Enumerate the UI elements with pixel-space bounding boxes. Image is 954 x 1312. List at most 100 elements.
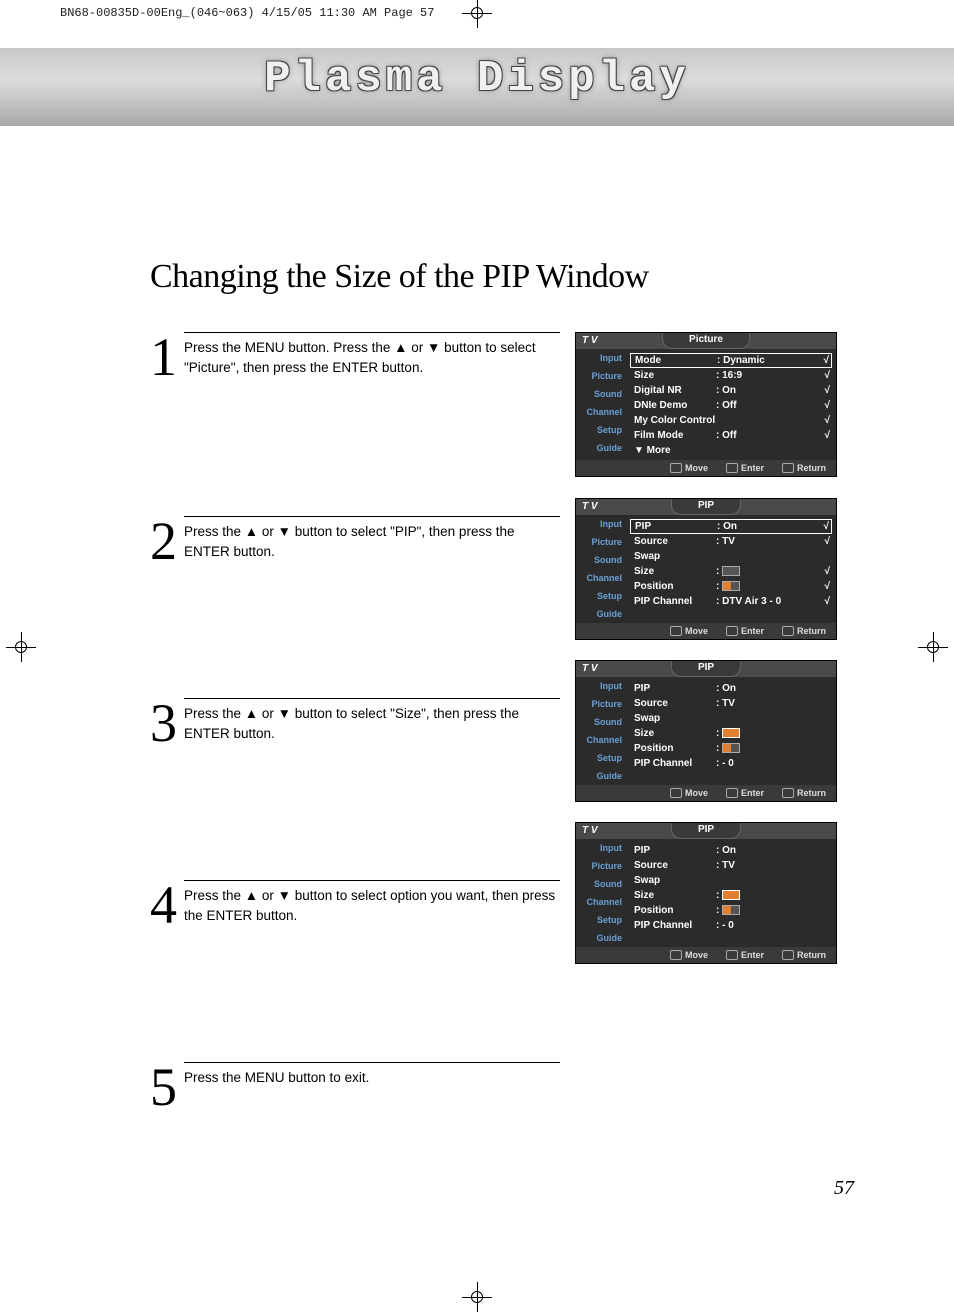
step-text: Press the ▲ or ▼ button to select "PIP",… bbox=[184, 516, 556, 561]
osd-side-item: Input bbox=[576, 515, 626, 533]
osd-row: PIP Channel : - 0 bbox=[630, 756, 832, 771]
page-number: 57 bbox=[834, 1177, 854, 1200]
chevron-right-icon: √ bbox=[820, 400, 832, 411]
osd-footer-move: Move bbox=[670, 626, 708, 637]
osd-row-key: PIP Channel bbox=[630, 758, 716, 769]
osd-row: Position : bbox=[630, 903, 832, 918]
registration-mark-icon bbox=[462, 1282, 492, 1312]
osd-side-item: Picture bbox=[576, 533, 626, 551]
osd-row-key: Source bbox=[630, 536, 716, 547]
osd-side-item: Channel bbox=[576, 893, 626, 911]
osd-row: Size : √ bbox=[630, 564, 832, 579]
osd-row-key: Size bbox=[630, 370, 716, 381]
osd-side-menu: InputPictureSoundChannelSetupGuide bbox=[576, 515, 626, 623]
osd-title-pill: Picture bbox=[662, 333, 750, 349]
osd-row: Digital NR : On √ bbox=[630, 383, 832, 398]
step-text: Press the MENU button to exit. bbox=[184, 1062, 556, 1088]
osd-row-value: : Off bbox=[716, 430, 820, 441]
osd-side-item: Guide bbox=[576, 439, 626, 457]
osd-footer-return: Return bbox=[782, 950, 826, 961]
osd-top-bar: T V PIP bbox=[576, 823, 836, 839]
osd-title-pill: PIP bbox=[671, 661, 741, 677]
pip-size-icon bbox=[722, 890, 740, 900]
osd-row-key: Digital NR bbox=[630, 385, 716, 396]
osd-row-key: Size bbox=[630, 890, 716, 901]
osd-row-value: : bbox=[716, 890, 820, 901]
osd-row: Size : bbox=[630, 888, 832, 903]
osd-side-item: Input bbox=[576, 839, 626, 857]
osd-row-value: : Off bbox=[716, 400, 820, 411]
step-rule bbox=[184, 698, 560, 699]
osd-tv-label: T V bbox=[582, 335, 598, 346]
osd-footer: Move Enter Return bbox=[576, 785, 836, 801]
chevron-right-icon: √ bbox=[820, 566, 832, 577]
osd-footer-move: Move bbox=[670, 463, 708, 474]
osd-row-value: : bbox=[716, 728, 820, 739]
proof-line: BN68-00835D-00Eng_(046~063) 4/15/05 11:3… bbox=[60, 6, 434, 20]
chevron-right-icon: √ bbox=[820, 385, 832, 396]
step-number: 2 bbox=[150, 514, 184, 568]
osd-footer-move: Move bbox=[670, 950, 708, 961]
osd-row-key: PIP bbox=[631, 521, 717, 532]
osd-row-value: : bbox=[716, 566, 820, 577]
osd-row-key: Size bbox=[630, 566, 716, 577]
osd-row-key: PIP bbox=[630, 845, 716, 856]
osd-row: Source : TV bbox=[630, 858, 832, 873]
osd-footer-move: Move bbox=[670, 788, 708, 799]
osd-side-item: Channel bbox=[576, 731, 626, 749]
pip-size-icon bbox=[722, 566, 740, 576]
osd-row-key: Swap bbox=[630, 551, 716, 562]
osd-main: PIP : On Source : TV Swap Size : Positio… bbox=[626, 677, 836, 785]
osd-body: InputPictureSoundChannelSetupGuide PIP :… bbox=[576, 677, 836, 785]
page-title: Changing the Size of the PIP Window bbox=[150, 258, 649, 296]
pip-position-icon bbox=[722, 581, 740, 591]
osd-panel: T V Picture InputPictureSoundChannelSetu… bbox=[575, 332, 837, 477]
osd-row-value: : Dynamic bbox=[717, 355, 819, 366]
osd-body: InputPictureSoundChannelSetupGuide PIP :… bbox=[576, 839, 836, 947]
osd-row-value: : TV bbox=[716, 536, 820, 547]
osd-row-key: DNIe Demo bbox=[630, 400, 716, 411]
step-text: Press the ▲ or ▼ button to select option… bbox=[184, 880, 556, 925]
osd-row-key: ▼ More bbox=[630, 445, 716, 456]
header-title: Plasma Display bbox=[0, 54, 954, 104]
osd-side-item: Setup bbox=[576, 749, 626, 767]
osd-side-item: Setup bbox=[576, 911, 626, 929]
osd-top-bar: T V Picture bbox=[576, 333, 836, 349]
osd-side-item: Setup bbox=[576, 421, 626, 439]
chevron-right-icon: √ bbox=[820, 581, 832, 592]
osd-body: InputPictureSoundChannelSetupGuide PIP :… bbox=[576, 515, 836, 623]
osd-footer: Move Enter Return bbox=[576, 460, 836, 476]
osd-row-key: Position bbox=[630, 581, 716, 592]
osd-side-item: Setup bbox=[576, 587, 626, 605]
osd-footer-enter: Enter bbox=[726, 788, 764, 799]
osd-side-item: Sound bbox=[576, 385, 626, 403]
osd-side-item: Input bbox=[576, 349, 626, 367]
osd-row: PIP : On √ bbox=[630, 519, 832, 534]
osd-row: Size : bbox=[630, 726, 832, 741]
osd-row-value: : bbox=[716, 743, 820, 754]
osd-side-item: Channel bbox=[576, 569, 626, 587]
step-rule bbox=[184, 332, 560, 333]
osd-title-pill: PIP bbox=[671, 823, 741, 839]
osd-footer-return: Return bbox=[782, 463, 826, 474]
osd-side-item: Picture bbox=[576, 857, 626, 875]
osd-row: DNIe Demo : Off √ bbox=[630, 398, 832, 413]
osd-row-value: : DTV Air 3 - 0 bbox=[716, 596, 820, 607]
osd-row: Source : TV √ bbox=[630, 534, 832, 549]
osd-side-item: Input bbox=[576, 677, 626, 695]
osd-side-menu: InputPictureSoundChannelSetupGuide bbox=[576, 349, 626, 460]
osd-row: PIP : On bbox=[630, 681, 832, 696]
registration-mark-icon bbox=[462, 0, 492, 28]
osd-row: Film Mode : Off √ bbox=[630, 428, 832, 443]
osd-main: PIP : On √ Source : TV √ Swap Size : √ P… bbox=[626, 515, 836, 623]
pip-position-icon bbox=[722, 743, 740, 753]
osd-side-item: Guide bbox=[576, 929, 626, 947]
osd-row: Swap bbox=[630, 711, 832, 726]
registration-mark-icon bbox=[918, 632, 948, 662]
osd-row: Position : bbox=[630, 741, 832, 756]
step-rule bbox=[184, 1062, 560, 1063]
osd-tv-label: T V bbox=[582, 663, 598, 674]
osd-side-menu: InputPictureSoundChannelSetupGuide bbox=[576, 839, 626, 947]
osd-footer: Move Enter Return bbox=[576, 947, 836, 963]
osd-row-key: Swap bbox=[630, 875, 716, 886]
